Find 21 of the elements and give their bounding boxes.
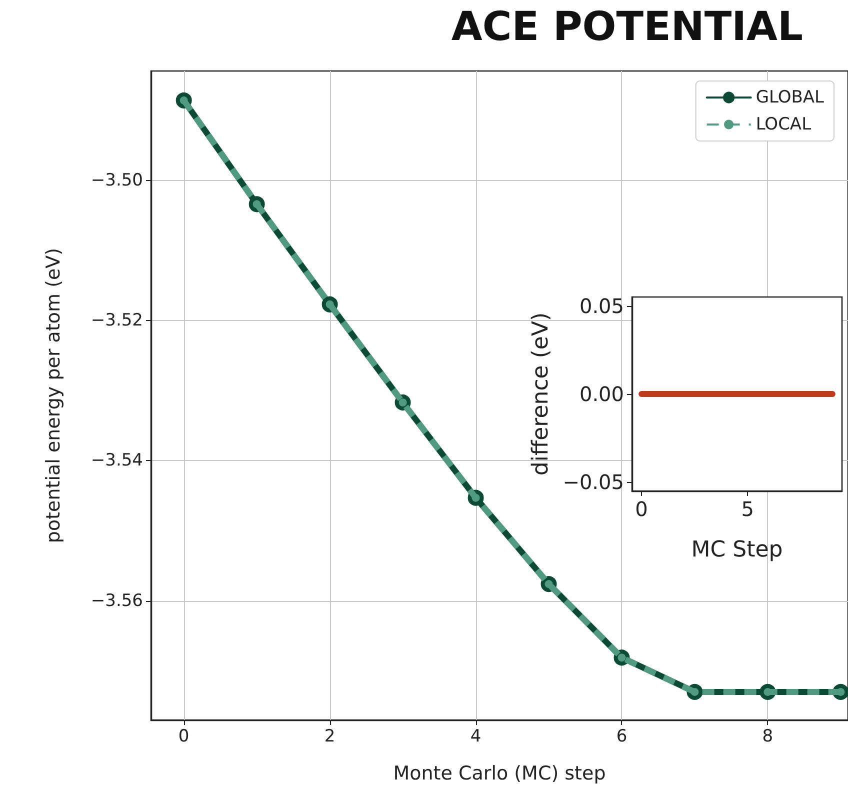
- chart-title: ACE POTENTIAL: [451, 4, 804, 50]
- y-tick-label: −3.52: [90, 310, 143, 331]
- legend-label: GLOBAL: [756, 88, 825, 108]
- legend-label: LOCAL: [756, 114, 812, 134]
- x-tick-label: 0: [635, 497, 648, 521]
- x-tick-label: 4: [470, 726, 482, 746]
- x-axis-title: MC Step: [691, 538, 783, 562]
- y-tick-label: −3.50: [90, 170, 143, 190]
- y-tick-label: −0.05: [562, 470, 624, 494]
- x-tick-label: 0: [178, 726, 190, 746]
- x-axis-title: Monte Carlo (MC) step: [393, 762, 606, 784]
- x-tick-label: 8: [762, 726, 774, 746]
- y-axis-title: potential energy per atom (eV): [42, 248, 64, 544]
- y-axis-title: difference (eV): [528, 312, 554, 476]
- y-tick-label: 0.05: [579, 294, 624, 318]
- x-tick-label: 6: [616, 726, 628, 746]
- y-tick-label: −3.56: [90, 590, 143, 611]
- y-tick-label: 0.00: [579, 382, 624, 406]
- x-tick-label: 2: [324, 726, 336, 746]
- x-tick-label: 5: [741, 497, 754, 521]
- y-tick-label: −3.54: [90, 450, 143, 471]
